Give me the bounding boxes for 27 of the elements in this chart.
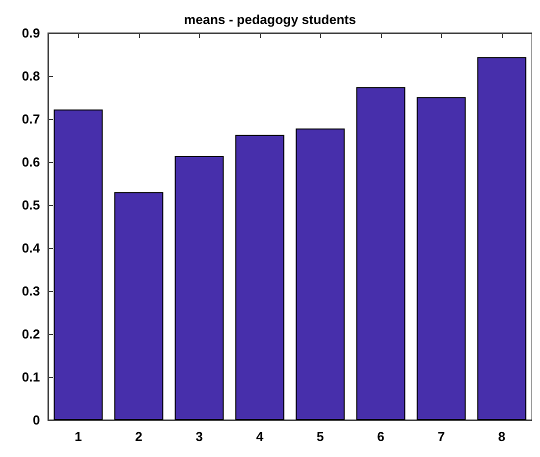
bar (477, 57, 526, 420)
y-tick-label: 0.2 (22, 326, 40, 342)
y-tick-label: 0 (32, 412, 40, 428)
bar (114, 192, 164, 420)
bar (356, 87, 406, 420)
y-tick-label: 0.1 (22, 370, 40, 384)
x-tick-label: 2 (135, 429, 142, 444)
y-tick-label: 0.8 (22, 68, 40, 84)
bar (416, 97, 466, 420)
x-tick-label: 8 (498, 429, 506, 444)
bar (235, 134, 284, 420)
y-tick-label: 0.4 (22, 240, 41, 256)
x-tick-label: 1 (74, 429, 82, 444)
y-tick-label: 0.7 (22, 112, 40, 126)
chart-title: means - pedagogy students (184, 12, 356, 27)
y-tick-label: 0.3 (22, 284, 40, 298)
x-tick-label: 6 (377, 429, 384, 444)
bar (296, 128, 345, 420)
y-tick-label: 0.9 (22, 26, 40, 40)
y-tick-label: 0.6 (22, 154, 40, 170)
y-tick-label: 0.5 (22, 198, 40, 212)
x-tick-label: 7 (438, 429, 445, 444)
x-tick-label: 5 (316, 429, 324, 444)
x-tick-label: 3 (196, 429, 203, 444)
x-tick-label: 4 (256, 429, 264, 444)
bar (174, 156, 224, 420)
bar (54, 110, 103, 420)
